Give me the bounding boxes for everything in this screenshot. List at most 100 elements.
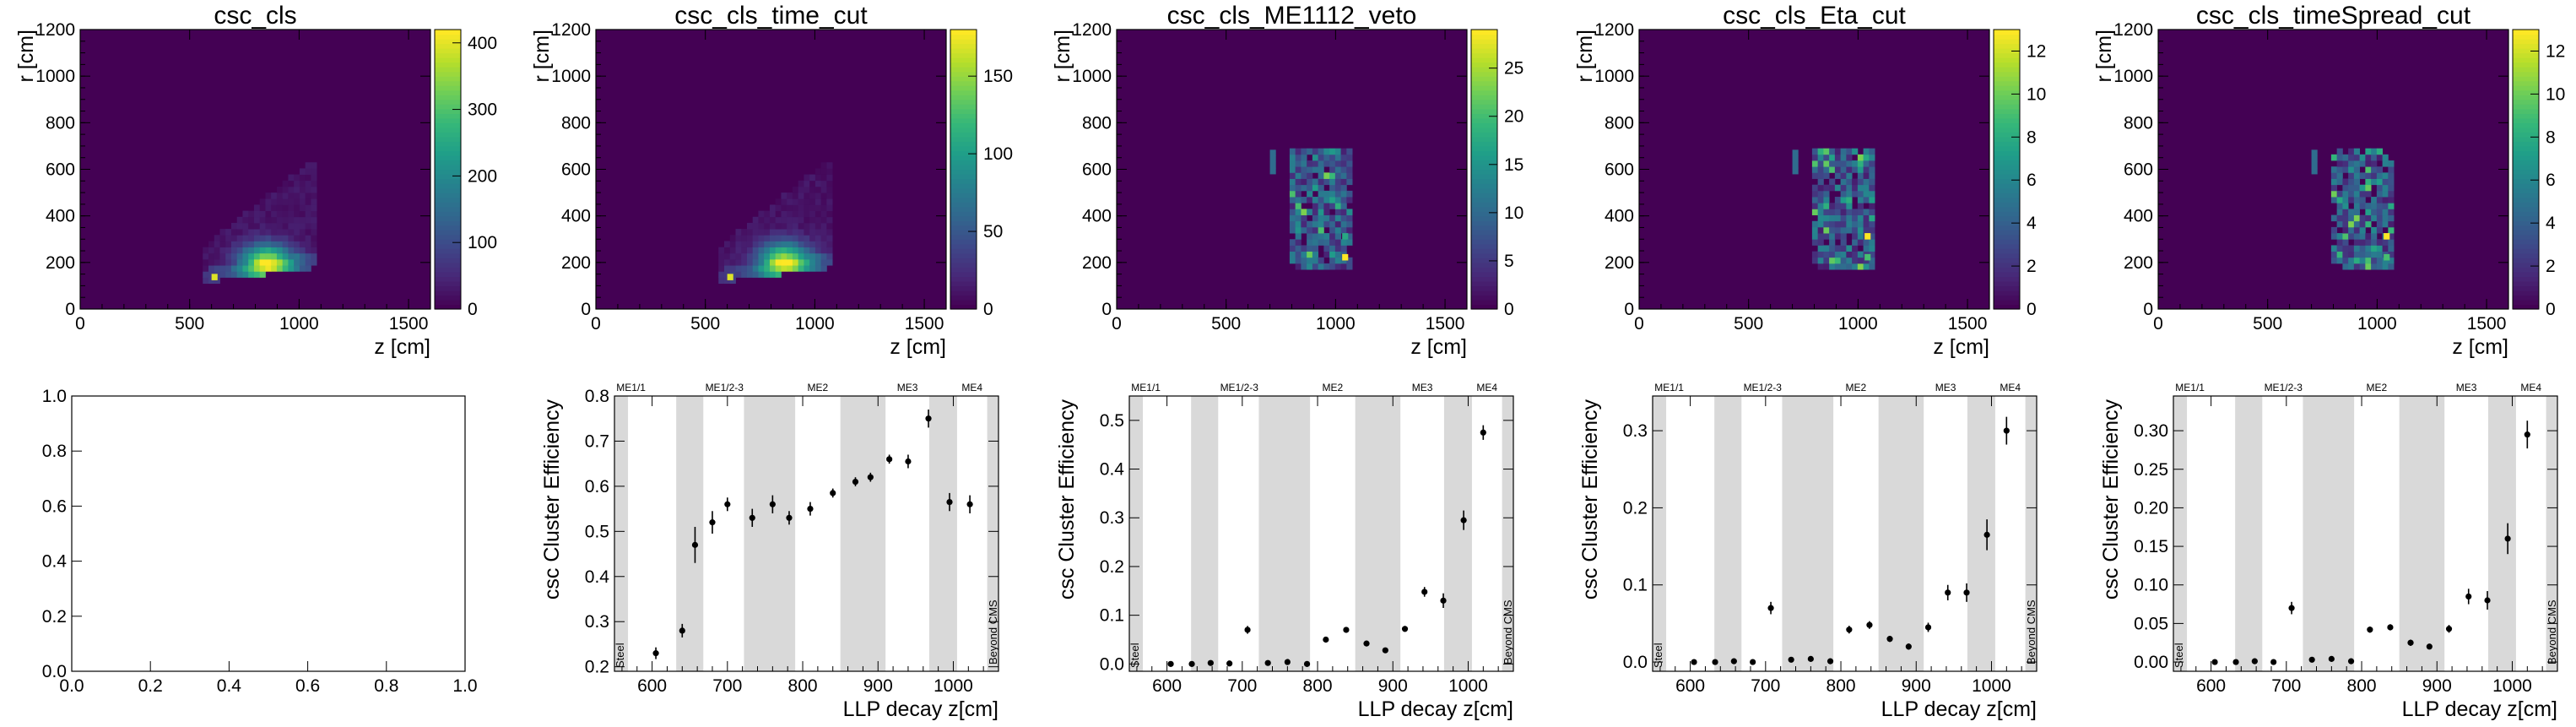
- colorbar-tick-label: 25: [1504, 59, 1523, 79]
- colorbar-tick-label: 50: [983, 222, 1003, 241]
- heatmap-bin: [2359, 233, 2366, 240]
- heatmap-bin: [804, 210, 810, 218]
- heatmap-bin: [225, 252, 232, 260]
- colorbar-step: [950, 90, 977, 95]
- heatmap-bin: [1312, 148, 1319, 155]
- heatmap-bin: [1811, 239, 1819, 246]
- colorbar-step: [950, 276, 977, 282]
- colorbar-step: [1471, 136, 1497, 142]
- heatmap-bin: [1334, 263, 1341, 270]
- heatmap-bin: [792, 258, 799, 266]
- y-tick-label: 0.6: [42, 496, 67, 516]
- x-tick-label: 800: [1303, 676, 1333, 696]
- heatmap-bin: [203, 258, 209, 266]
- heatmap-bin: [2382, 209, 2389, 215]
- plot-frame: [71, 395, 466, 672]
- colorbar-step: [1994, 230, 2020, 236]
- x-tick-label: 700: [1227, 676, 1257, 696]
- heatmap-bin: [1817, 160, 1824, 167]
- colorbar-step: [2513, 187, 2539, 193]
- heatmap-bin: [1295, 178, 1302, 186]
- y-tick-label: 400: [2124, 207, 2153, 226]
- colorbar-step: [1994, 258, 2020, 263]
- heatmap-bin: [2336, 190, 2343, 198]
- x-tick-label: 900: [2422, 676, 2452, 696]
- heatmap-bin: [1329, 257, 1336, 264]
- muon-station-band: [2487, 396, 2516, 671]
- heatmap-bin: [230, 247, 238, 254]
- heatmap-bin: [1869, 172, 1875, 179]
- heatmap-bin: [1334, 178, 1341, 186]
- heatmap-bin: [214, 252, 220, 260]
- heatmap-bin: [1817, 172, 1824, 179]
- heatmap-bin: [752, 252, 759, 260]
- colorbar-step: [1994, 122, 2020, 128]
- heatmap-bin: [2330, 245, 2338, 252]
- heatmap-bin: [1295, 154, 1302, 161]
- heatmap-bin: [1829, 166, 1836, 173]
- heatmap-bin: [1857, 214, 1864, 222]
- heatmap-bin: [792, 204, 799, 211]
- heatmap-bin: [758, 210, 765, 218]
- data-point: [1924, 624, 1932, 631]
- heatmap-bin: [2353, 220, 2361, 228]
- colorbar-step: [435, 67, 461, 73]
- heatmap-bin: [1301, 197, 1307, 203]
- heatmap-bin: [1840, 251, 1847, 258]
- heatmap-bin: [1340, 263, 1347, 270]
- data-point: [1983, 531, 1990, 538]
- heatmap-bin: [809, 265, 816, 272]
- y-axis-label: r [cm]: [530, 30, 554, 83]
- heatmap-bin: [804, 180, 810, 187]
- heatmap-bin: [271, 198, 278, 205]
- heatmap-bin: [2376, 166, 2383, 173]
- heatmap-bin: [294, 193, 300, 199]
- heatmap-bin: [792, 222, 799, 230]
- heatmap-bin: [2388, 190, 2395, 198]
- colorbar-step: [435, 43, 461, 49]
- heatmap-bin: [1852, 160, 1859, 167]
- colorbar-step: [2513, 252, 2539, 258]
- heatmap-bin: [727, 274, 733, 280]
- heatmap-bin: [1301, 214, 1307, 222]
- heatmap-bin: [741, 229, 748, 236]
- heatmap-bin: [1289, 184, 1296, 192]
- colorbar-step: [435, 290, 461, 296]
- heatmap-bin: [2330, 233, 2338, 240]
- heatmap-bin: [282, 252, 289, 260]
- heatmap-bin: [2336, 233, 2343, 240]
- heatmap-bin: [1840, 245, 1847, 252]
- heatmap-bin: [2376, 172, 2383, 179]
- heatmap-bin: [311, 198, 317, 205]
- heatmap-bin: [1869, 251, 1875, 258]
- colorbar-step: [1471, 262, 1497, 268]
- colorbar-step: [1994, 136, 2020, 142]
- region-label: Steel: [1128, 643, 1141, 668]
- colorbar-step: [1471, 248, 1497, 254]
- colorbar-step: [1471, 206, 1497, 212]
- heatmap-bin: [259, 258, 266, 266]
- heatmap-bin: [1811, 220, 1819, 228]
- y-axis-label: r [cm]: [14, 30, 38, 83]
- heatmap-bin: [230, 265, 238, 272]
- heatmap-bin: [259, 204, 266, 211]
- heatmap-bin: [735, 271, 742, 278]
- colorbar-step: [950, 95, 977, 100]
- heatmap-bin: [1846, 209, 1853, 215]
- heatmap-bin: [723, 277, 731, 285]
- plot-frame: [2173, 395, 2558, 672]
- heatmap-bin: [248, 252, 255, 260]
- data-point: [2524, 431, 2530, 438]
- heatmap-bin: [276, 229, 284, 236]
- heatmap-bin: [248, 216, 255, 224]
- heatmap-bin: [242, 258, 249, 266]
- heatmap-bin: [265, 222, 272, 230]
- colorbar-step: [435, 271, 461, 277]
- heatmap-bin: [1834, 148, 1842, 155]
- colorbar-step: [2513, 30, 2539, 35]
- heatmap-bin: [1852, 263, 1859, 270]
- heatmap-bin: [1301, 148, 1307, 155]
- muon-station-band: [2025, 396, 2037, 671]
- colorbar-step: [435, 243, 461, 249]
- heatmap-bin: [225, 265, 232, 272]
